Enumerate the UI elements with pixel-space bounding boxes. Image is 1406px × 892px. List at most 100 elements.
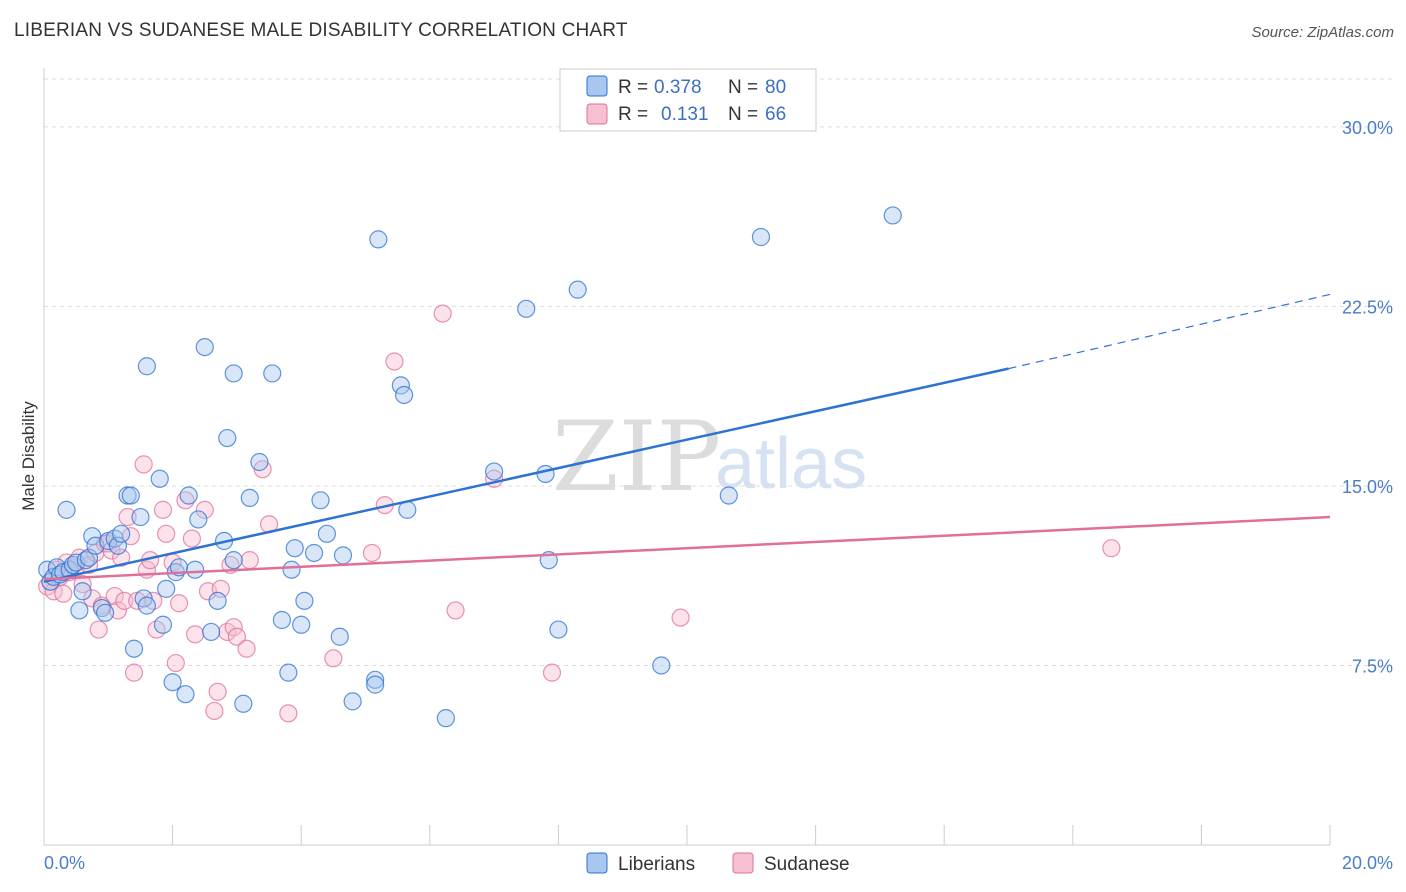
liberians-point-69 [485, 462, 504, 481]
sudanese-point-38 [182, 529, 201, 548]
y-axis-label: Male Disability [19, 401, 38, 511]
sudanese-point-58 [433, 304, 452, 323]
legend-r-value-2: 0.131 [661, 104, 709, 125]
sudanese-point-42 [205, 701, 224, 721]
liberians-point-10 [70, 601, 89, 620]
legend-n-label-1: N = [728, 77, 758, 98]
sudanese-trend-line [43, 515, 1331, 581]
sudanese-point-55 [362, 543, 382, 563]
legend-n-value-1: 80 [765, 77, 786, 98]
sudanese-point-10 [73, 574, 92, 594]
liberians-point-29 [150, 469, 169, 488]
sudanese-point-47 [224, 618, 243, 637]
axes [43, 68, 1331, 846]
legend-n-label-2: N = [728, 104, 758, 125]
sudanese-point-48 [227, 627, 246, 646]
liberians-point-32 [163, 673, 182, 692]
liberians-point-61 [343, 692, 362, 711]
liberians-point-41 [208, 591, 227, 610]
sudanese-point-62 [671, 608, 690, 627]
sudanese-point-39 [186, 625, 205, 644]
sudanese-point-63 [1102, 539, 1121, 558]
sudanese-point-32 [153, 500, 173, 519]
liberians-point-51 [279, 663, 298, 682]
liberians-point-28 [137, 357, 156, 376]
sudanese-point-22 [115, 591, 134, 610]
liberians-point-64 [369, 230, 388, 249]
bottom-legend-swatch-sudanese [732, 852, 754, 874]
bottom-legend-swatch-liberians [586, 852, 608, 874]
liberians-point-39 [195, 338, 214, 357]
liberians-point-52 [282, 560, 301, 579]
y-tick-label-2: 22.5% [1342, 297, 1393, 317]
liberians-point-46 [234, 694, 253, 713]
liberians-point-38 [189, 510, 208, 529]
sudanese-point-59 [446, 601, 465, 620]
legend-swatch-liberians [586, 75, 608, 97]
liberians-point-45 [224, 364, 243, 383]
sudanese-point-14 [89, 620, 108, 639]
liberians-point-73 [549, 620, 568, 639]
legend-r-label-1: R = [618, 77, 648, 98]
watermark: ZIP atlas [552, 401, 867, 513]
liberians-point-57 [311, 491, 330, 510]
sudanese-point-44 [211, 579, 230, 598]
liberians-point-68 [436, 709, 455, 728]
liberians-point-60 [333, 546, 353, 565]
source-label: Source: ZipAtlas.com [1251, 24, 1394, 41]
sudanese-point-23 [118, 507, 137, 527]
legend-box: R = 0.378 N = 80 R = 0.131 N = 66 [559, 68, 817, 132]
liberians-point-47 [240, 488, 259, 508]
liberians-point-27 [137, 596, 156, 615]
sudanese-point-21 [112, 548, 131, 567]
liberians-point-17 [95, 603, 115, 622]
liberians-point-76 [719, 486, 738, 505]
liberians-point-58 [317, 524, 337, 543]
liberians-point-21 [112, 524, 131, 543]
liberians-point-63 [366, 675, 385, 694]
trend-lines [43, 293, 1331, 583]
liberians-point-70 [517, 299, 536, 318]
liberians-point-66 [394, 385, 414, 405]
liberians-point-59 [330, 627, 349, 646]
legend-r-label-2: R = [618, 104, 648, 125]
liberians-point-62 [366, 670, 385, 689]
chart-title: LIBERIAN VS SUDANESE MALE DISABILITY COR… [14, 20, 628, 41]
bottom-legend-liberians: Liberians [618, 854, 695, 875]
y-tick-label-3: 30.0% [1342, 118, 1393, 138]
sudanese-points [38, 304, 1121, 723]
liberians-point-74 [568, 280, 587, 299]
liberians-point-30 [153, 615, 173, 634]
liberians-point-56 [304, 543, 324, 563]
legend-swatch-sudanese [586, 103, 608, 125]
sudanese-point-54 [324, 649, 343, 668]
liberians-point-48 [250, 452, 269, 472]
sudanese-point-12 [83, 589, 102, 608]
liberians-point-25 [131, 507, 150, 527]
liberians-points [38, 206, 902, 728]
liberians-point-12 [76, 551, 95, 570]
liberians-point-50 [272, 610, 292, 630]
liberians-point-37 [186, 560, 205, 579]
liberians-point-75 [652, 656, 671, 675]
liberians-point-24 [124, 639, 144, 658]
sudanese-point-5 [54, 584, 73, 603]
y-tick-label-1: 15.0% [1342, 477, 1393, 497]
liberians-point-77 [751, 227, 771, 247]
sudanese-point-49 [237, 639, 256, 658]
liberians-point-40 [202, 622, 221, 642]
watermark-zip: ZIP [552, 401, 721, 513]
sudanese-point-61 [542, 663, 562, 682]
sudanese-point-36 [169, 594, 189, 613]
liberians-point-20 [108, 536, 128, 555]
liberians-point-23 [121, 486, 140, 505]
sudanese-point-53 [279, 704, 298, 723]
sudanese-point-35 [166, 653, 185, 673]
liberians-point-11 [73, 582, 92, 601]
liberians-point-6 [57, 500, 76, 519]
liberians-point-78 [883, 206, 902, 225]
liberians-point-49 [263, 364, 282, 383]
sudanese-point-43 [208, 682, 227, 701]
legend-n-value-2: 66 [765, 104, 786, 125]
